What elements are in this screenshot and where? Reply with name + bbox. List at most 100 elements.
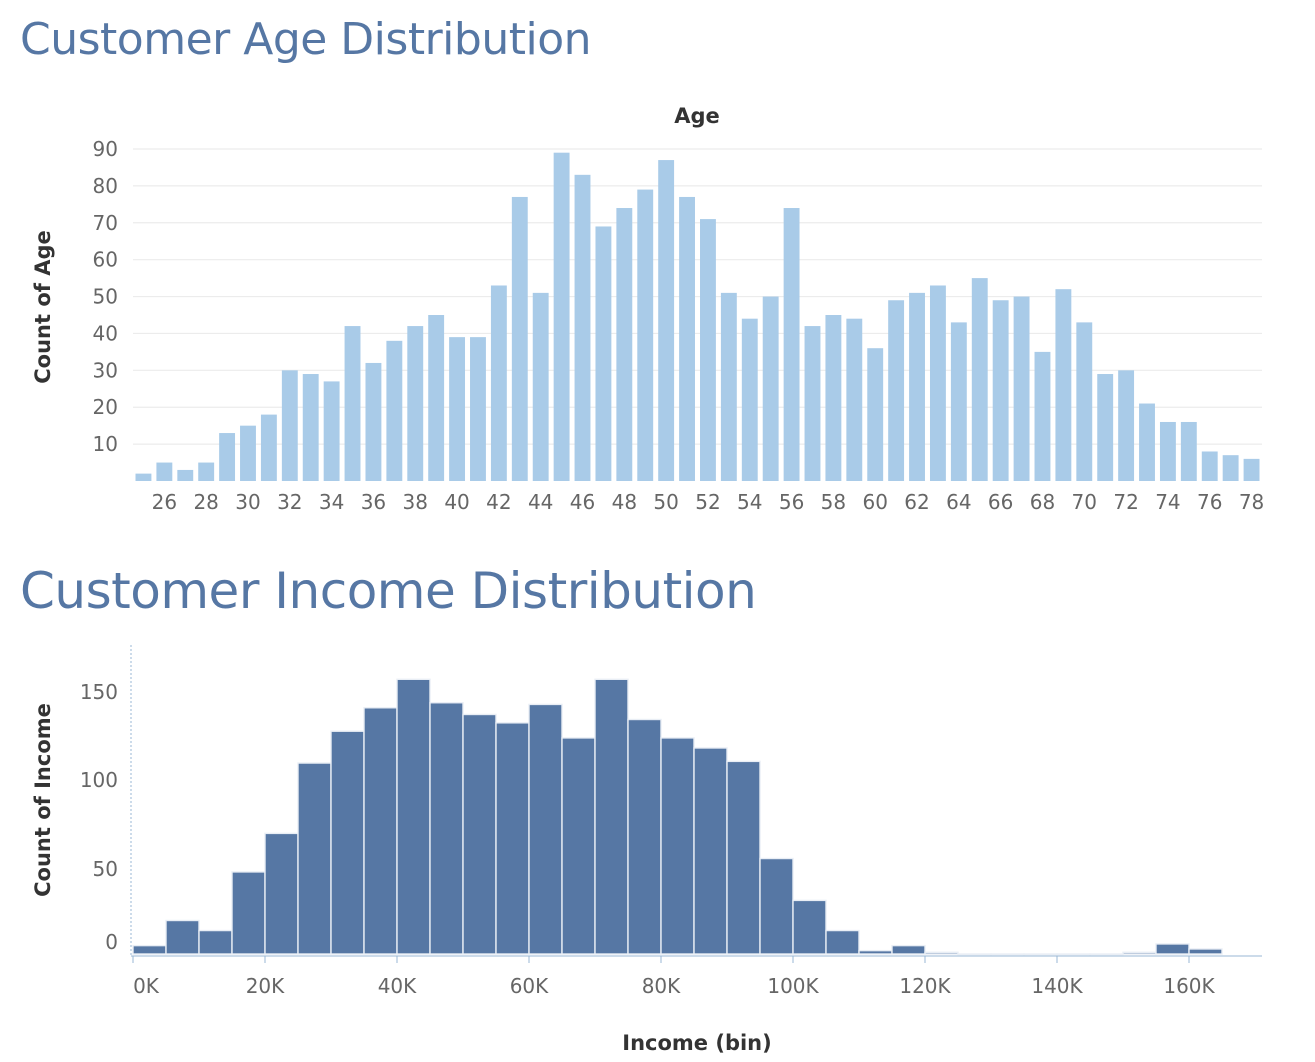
age-bar — [1076, 322, 1093, 481]
age-x-tick-label: 48 — [612, 490, 637, 514]
income-x-tick-label: 20K — [246, 974, 285, 998]
age-bar — [700, 219, 716, 482]
age-x-tick-label: 60 — [862, 490, 887, 514]
income-bar — [693, 747, 728, 955]
age-bar — [741, 318, 758, 481]
age-bar — [1180, 421, 1197, 481]
age-x-axis-label: Age — [674, 104, 720, 128]
age-x-tick-label: 64 — [946, 490, 971, 514]
income-bar — [660, 737, 695, 955]
income-y-tick-label: 50 — [93, 857, 118, 881]
age-x-tick-label: 72 — [1113, 490, 1138, 514]
age-bar — [1159, 421, 1176, 481]
income-bar — [132, 944, 167, 955]
age-bar — [156, 462, 173, 481]
income-chart-title: Customer Income Distribution — [20, 562, 757, 620]
income-x-tick-label: 80K — [642, 974, 681, 998]
age-bar — [720, 292, 737, 481]
age-x-tick-label: 78 — [1239, 490, 1264, 514]
income-bar — [594, 678, 629, 955]
age-bar — [679, 196, 695, 481]
age-bar — [490, 285, 507, 481]
age-bar — [825, 315, 842, 481]
income-bar — [1056, 953, 1091, 956]
age-bar — [574, 174, 591, 482]
income-bar — [495, 722, 530, 955]
age-bar — [407, 326, 424, 481]
income-y-tick-label: 100 — [80, 768, 118, 792]
age-bar — [595, 226, 612, 481]
income-x-tick-label: 140K — [1031, 974, 1083, 998]
income-bar — [627, 718, 662, 955]
income-x-tick-label: 100K — [767, 974, 819, 998]
income-bar — [924, 951, 959, 955]
age-bar — [1139, 403, 1155, 481]
age-bar — [804, 326, 821, 481]
income-bar — [957, 953, 992, 956]
age-bar — [198, 462, 215, 481]
age-bar — [344, 326, 361, 481]
age-bar — [260, 414, 277, 481]
income-bar — [825, 929, 860, 955]
age-x-tick-label: 40 — [444, 490, 469, 514]
age-x-ticks: 26 28 30 32 34 36 38 40 42 44 46 48 50 52 54 56 58 60 62 64… — [152, 490, 1265, 514]
income-y-ticks: 0 50 100 150 — [80, 680, 118, 954]
income-bar — [264, 832, 299, 955]
age-bar — [365, 362, 382, 481]
age-bar — [240, 425, 256, 481]
income-bar — [891, 944, 926, 955]
age-bar — [1222, 455, 1239, 481]
age-y-tick-label: 10 — [93, 432, 118, 456]
income-bar — [792, 899, 827, 955]
age-bar — [470, 337, 486, 481]
income-x-axis-label: Income (bin) — [622, 1031, 771, 1055]
income-bar — [726, 760, 761, 955]
income-bars — [132, 678, 1223, 956]
age-gridlines — [133, 148, 1262, 445]
income-bar — [1188, 948, 1223, 955]
age-y-ticks: 10 20 30 40 50 60 70 80 90 — [93, 137, 118, 456]
age-bar — [929, 285, 946, 481]
age-bar — [323, 381, 340, 481]
income-bar — [990, 953, 1025, 956]
income-bar — [1089, 953, 1124, 956]
age-y-tick-label: 20 — [93, 395, 118, 419]
income-bar — [297, 762, 332, 955]
income-axes — [130, 645, 1262, 957]
age-bar — [302, 374, 319, 481]
age-chart: Age Count of Age 10 20 30 40 50 60 70 80 90 26 28… — [31, 104, 1265, 514]
age-bar — [135, 473, 152, 481]
income-bar — [1023, 953, 1058, 956]
age-y-tick-label: 50 — [93, 285, 118, 309]
income-bar — [759, 857, 794, 955]
age-bar — [1013, 296, 1030, 481]
income-bar — [1155, 943, 1190, 955]
age-x-tick-label: 58 — [821, 490, 846, 514]
income-x-tick-label: 40K — [378, 974, 417, 998]
income-bar — [363, 707, 398, 955]
income-x-ticks: 0K 20K 40K 60K 80K 100K 120K 140K 160K — [132, 956, 1216, 998]
age-bar — [1097, 374, 1114, 481]
age-bar — [909, 292, 925, 481]
age-x-tick-label: 54 — [737, 490, 762, 514]
income-y-tick-label: 150 — [80, 680, 118, 704]
age-y-tick-label: 70 — [93, 211, 118, 235]
age-bar — [1118, 370, 1135, 481]
income-bar — [1122, 951, 1157, 955]
age-x-tick-label: 52 — [695, 490, 720, 514]
income-x-tick-label: 120K — [899, 974, 951, 998]
age-x-tick-label: 44 — [528, 490, 553, 514]
age-bar — [1243, 458, 1260, 481]
age-chart-title: Customer Age Distribution — [20, 14, 592, 65]
income-y-axis-label: Count of Income — [31, 703, 55, 897]
age-x-tick-label: 66 — [988, 490, 1013, 514]
income-bar — [528, 703, 563, 955]
age-x-tick-label: 42 — [486, 490, 511, 514]
income-bar — [231, 871, 266, 955]
age-bar — [658, 160, 675, 482]
age-y-tick-label: 40 — [93, 321, 118, 345]
income-bar — [462, 713, 497, 955]
age-bar — [888, 300, 905, 481]
age-x-tick-label: 68 — [1030, 490, 1055, 514]
